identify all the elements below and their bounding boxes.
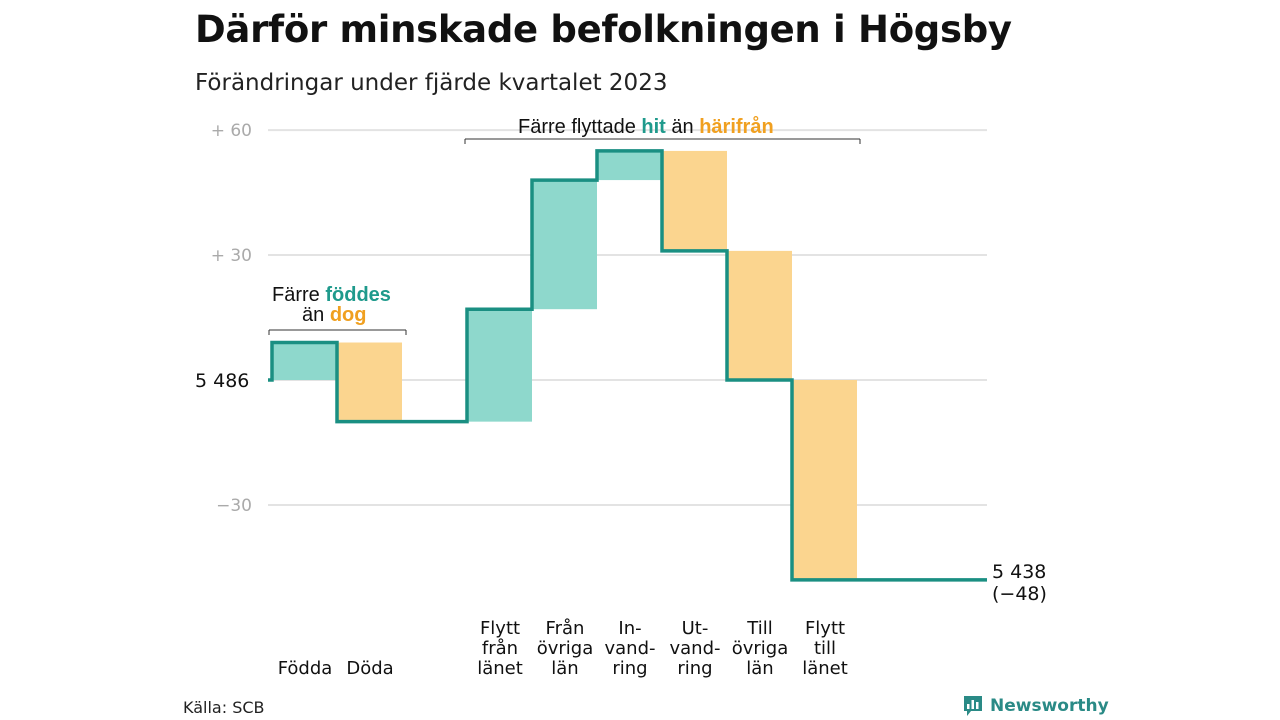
y-tick-label: + 30 — [211, 246, 252, 266]
births-annotation-in-word: föddes — [325, 284, 391, 306]
moves-annotation: Färre flyttade hit än härifrån — [518, 116, 774, 139]
births-annotation-out-word: dog — [329, 304, 367, 326]
chart-subtitle: Förändringar under fjärde kvartalet 2023 — [195, 70, 668, 96]
category-label: Till övriga län — [732, 618, 789, 679]
waterfall-bar — [597, 150, 662, 181]
y-tick-label: + 60 — [211, 121, 252, 141]
waterfall-bar — [727, 250, 792, 380]
source-note: Källa: SCB — [183, 698, 265, 717]
births-annotation: Färre föddes — [272, 284, 391, 307]
category-label: Döda — [346, 658, 393, 679]
category-label: In-vand-ring — [604, 618, 655, 679]
moves-annotation-out-word: härifrån — [699, 116, 774, 138]
category-label: Flytt till länet — [802, 618, 848, 679]
newsworthy-logo-icon — [964, 696, 982, 716]
waterfall-bar — [337, 342, 402, 422]
category-label: Ut-vand-ring — [669, 618, 720, 679]
births-annotation-prefix: Färre — [272, 284, 320, 306]
waterfall-bar — [662, 150, 727, 251]
waterfall-bar — [272, 342, 337, 380]
moves-annotation-mid: än — [671, 116, 694, 138]
end-value-label: 5 438 — [992, 561, 1046, 583]
category-label: Flytt från länet — [477, 618, 523, 679]
births-annotation-mid: än — [302, 304, 325, 326]
moves-annotation-in-word: hit — [641, 116, 666, 138]
population-step-line — [268, 149, 987, 582]
waterfall-bar — [792, 380, 857, 580]
start-value-label: 5 486 — [195, 370, 249, 392]
category-label: Från övriga län — [537, 618, 594, 679]
waterfall-bar — [532, 180, 597, 310]
chart-title: Därför minskade befolkningen i Högsby — [195, 8, 1012, 51]
change-value-label: (−48) — [992, 583, 1047, 605]
waterfall-bar — [467, 309, 532, 422]
brand-logo[interactable]: Newsworthy — [962, 694, 1109, 718]
y-tick-label: −30 — [216, 496, 252, 516]
births-annotation-line2: än dog — [302, 304, 366, 327]
category-label: Födda — [278, 658, 333, 679]
brand-name: Newsworthy — [990, 696, 1109, 716]
moves-annotation-prefix: Färre flyttade — [518, 116, 636, 138]
